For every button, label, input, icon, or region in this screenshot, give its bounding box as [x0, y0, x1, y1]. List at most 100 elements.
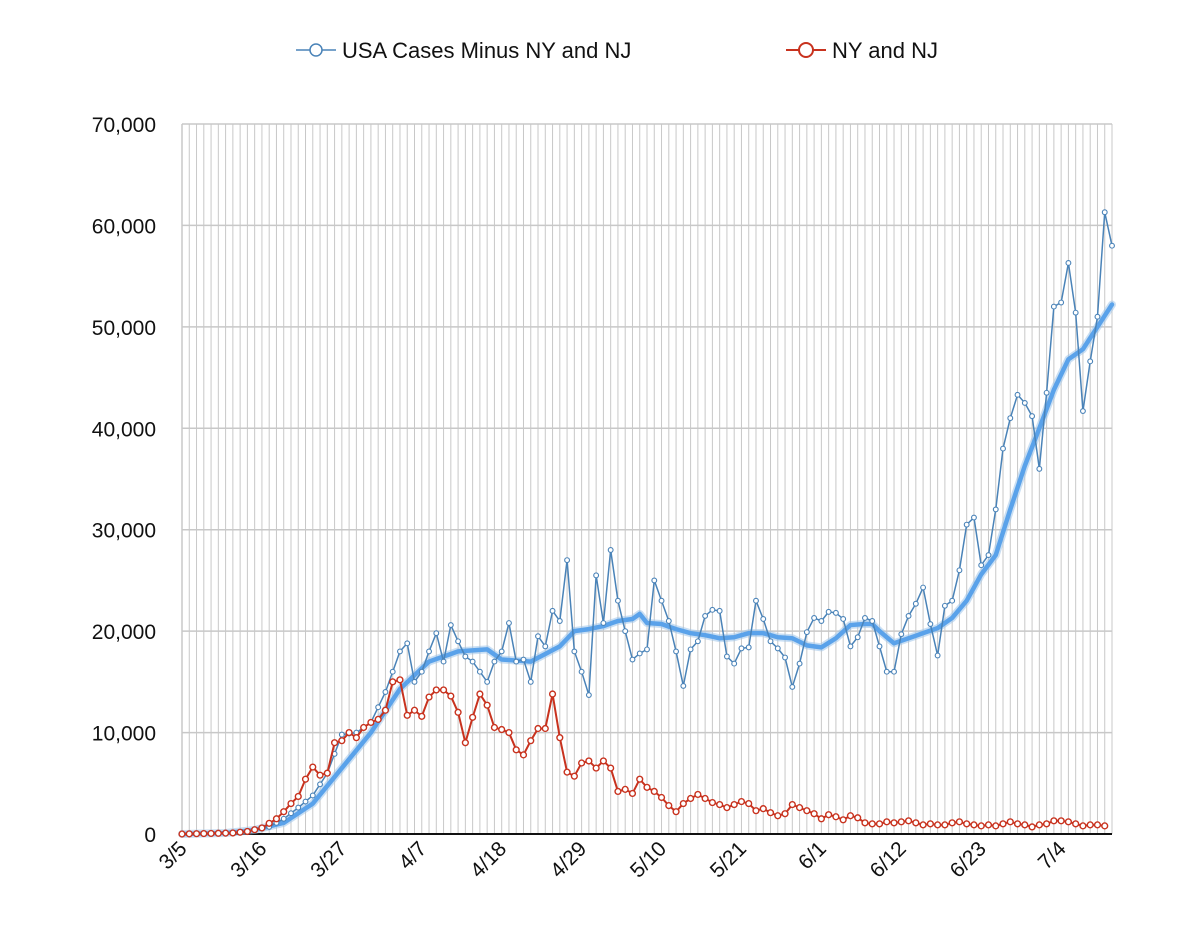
data-point-usa[interactable]	[774, 645, 781, 652]
data-point-nynj[interactable]	[1086, 821, 1094, 829]
data-point-usa[interactable]	[644, 646, 650, 653]
data-point-usa[interactable]	[1007, 415, 1014, 422]
data-point-usa[interactable]	[585, 692, 592, 698]
data-point-nynj[interactable]	[861, 819, 869, 827]
data-point-nynj[interactable]	[432, 686, 440, 694]
data-point-nynj[interactable]	[556, 734, 564, 742]
data-point-usa[interactable]	[847, 643, 854, 650]
data-point-nynj[interactable]	[817, 815, 825, 823]
data-point-usa[interactable]	[1109, 242, 1115, 249]
data-point-usa[interactable]	[818, 618, 825, 624]
legend-item-usa[interactable]: USA Cases Minus NY and NJ	[296, 38, 631, 63]
data-point-usa[interactable]	[1101, 209, 1108, 216]
data-point-usa[interactable]	[338, 731, 345, 738]
data-point-nynj[interactable]	[1006, 818, 1014, 826]
data-point-usa[interactable]	[462, 653, 469, 660]
data-point-nynj[interactable]	[614, 787, 622, 796]
data-point-nynj[interactable]	[926, 820, 934, 828]
data-point-usa[interactable]	[949, 597, 956, 604]
data-point-nynj[interactable]	[251, 826, 259, 834]
data-point-nynj[interactable]	[287, 799, 295, 808]
data-point-usa[interactable]	[498, 648, 505, 655]
data-point-nynj[interactable]	[846, 812, 855, 820]
data-point-usa[interactable]	[971, 514, 977, 521]
data-point-usa[interactable]	[876, 643, 883, 650]
data-point-nynj[interactable]	[1050, 817, 1058, 825]
data-point-nynj[interactable]	[418, 712, 426, 720]
data-point-usa[interactable]	[978, 562, 985, 569]
data-point-usa[interactable]	[571, 648, 578, 655]
data-point-usa[interactable]	[869, 618, 876, 624]
data-point-nynj[interactable]	[694, 790, 702, 799]
data-point-usa[interactable]	[898, 631, 905, 638]
data-point-nynj[interactable]	[1021, 821, 1029, 829]
data-point-nynj[interactable]	[854, 814, 862, 822]
data-point-usa[interactable]	[1072, 309, 1079, 316]
data-point-usa[interactable]	[389, 668, 396, 675]
data-point-nynj[interactable]	[621, 785, 629, 793]
data-point-nynj[interactable]	[527, 737, 535, 745]
data-point-usa[interactable]	[404, 640, 411, 647]
data-point-usa[interactable]	[418, 668, 425, 675]
data-point-nynj[interactable]	[374, 715, 382, 723]
data-point-nynj[interactable]	[883, 818, 891, 826]
data-point-usa[interactable]	[302, 798, 309, 805]
data-point-nynj[interactable]	[795, 804, 804, 812]
data-point-nynj[interactable]	[759, 805, 767, 813]
data-point-usa[interactable]	[1058, 299, 1065, 306]
data-point-nynj[interactable]	[410, 706, 419, 714]
data-point-nynj[interactable]	[1072, 820, 1080, 828]
data-point-nynj[interactable]	[919, 821, 927, 829]
data-point-usa[interactable]	[789, 683, 796, 690]
data-point-usa[interactable]	[513, 658, 520, 665]
data-point-usa[interactable]	[941, 602, 948, 609]
data-point-usa[interactable]	[702, 612, 709, 619]
data-point-usa[interactable]	[593, 572, 600, 579]
data-point-nynj[interactable]	[803, 807, 811, 815]
data-point-usa[interactable]	[992, 506, 999, 513]
data-point-nynj[interactable]	[657, 793, 666, 802]
data-point-nynj[interactable]	[970, 821, 978, 829]
data-point-nynj[interactable]	[585, 757, 593, 765]
data-point-nynj[interactable]	[454, 708, 462, 716]
data-point-usa[interactable]	[382, 689, 389, 695]
data-point-usa[interactable]	[963, 521, 970, 528]
data-point-nynj[interactable]	[1043, 820, 1051, 828]
data-point-nynj[interactable]	[570, 772, 578, 780]
data-point-nynj[interactable]	[439, 686, 448, 694]
data-point-nynj[interactable]	[425, 693, 433, 701]
data-point-usa[interactable]	[549, 607, 556, 614]
data-point-nynj[interactable]	[1093, 821, 1102, 829]
data-point-usa[interactable]	[447, 622, 454, 629]
data-point-nynj[interactable]	[1035, 821, 1043, 829]
data-point-nynj[interactable]	[984, 821, 993, 829]
data-point-usa[interactable]	[927, 621, 934, 627]
data-point-nynj[interactable]	[389, 678, 397, 686]
data-point-usa[interactable]	[622, 628, 629, 635]
data-point-usa[interactable]	[709, 606, 716, 613]
data-point-nynj[interactable]	[941, 821, 949, 829]
data-point-usa[interactable]	[317, 781, 323, 788]
data-point-usa[interactable]	[1087, 358, 1094, 365]
data-point-nynj[interactable]	[461, 739, 469, 747]
legend-item-nynj[interactable]: NY and NJ	[786, 38, 938, 63]
data-point-nynj[interactable]	[745, 799, 753, 808]
data-point-nynj[interactable]	[737, 797, 746, 806]
data-point-usa[interactable]	[796, 660, 803, 667]
data-point-usa[interactable]	[288, 810, 294, 817]
data-point-usa[interactable]	[825, 608, 832, 615]
data-point-nynj[interactable]	[912, 819, 920, 827]
data-point-nynj[interactable]	[185, 830, 193, 838]
data-point-usa[interactable]	[614, 597, 621, 604]
data-point-nynj[interactable]	[1013, 820, 1022, 828]
data-point-nynj[interactable]	[1064, 818, 1073, 826]
data-point-nynj[interactable]	[723, 804, 731, 812]
data-point-nynj[interactable]	[788, 800, 796, 809]
data-point-usa[interactable]	[629, 656, 636, 663]
data-point-usa[interactable]	[527, 678, 534, 685]
data-point-nynj[interactable]	[323, 769, 331, 777]
data-point-nynj[interactable]	[498, 725, 506, 734]
data-point-usa[interactable]	[716, 607, 723, 614]
data-point-nynj[interactable]	[650, 787, 658, 796]
data-point-nynj[interactable]	[345, 728, 353, 737]
